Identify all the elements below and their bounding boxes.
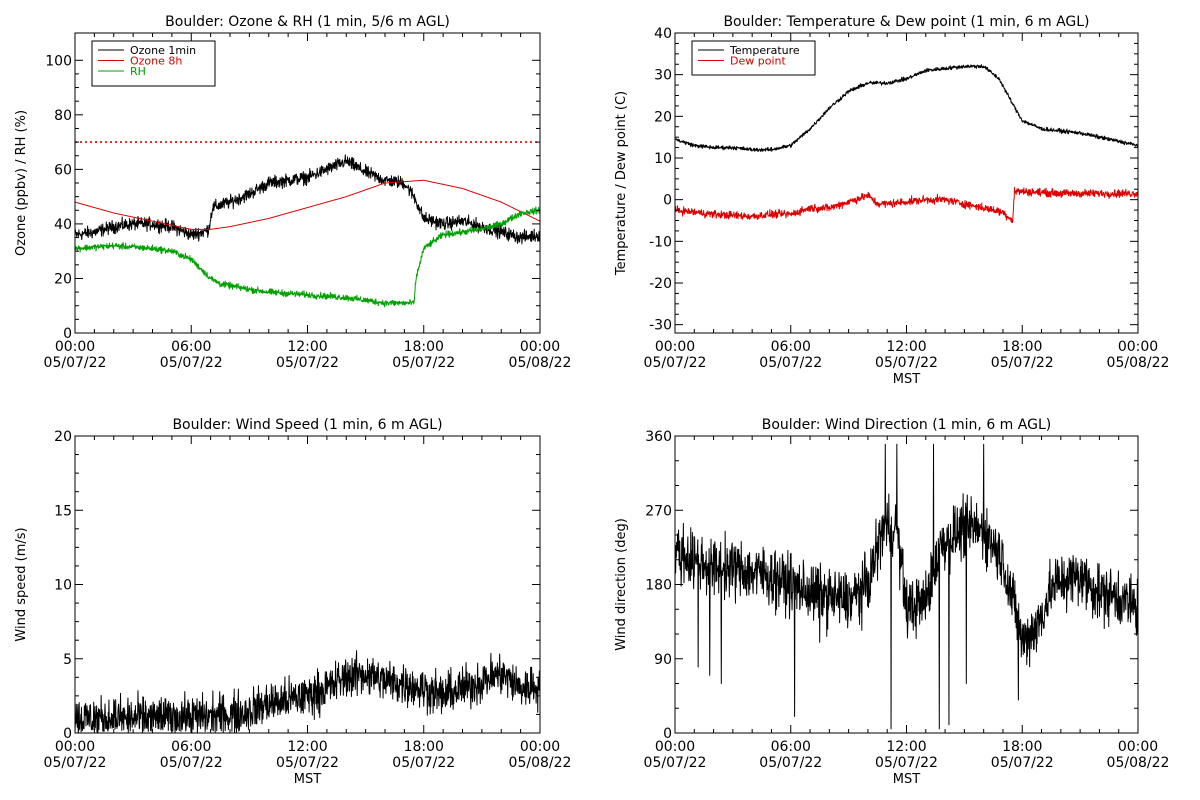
legend-label: Temperature — [729, 44, 800, 57]
series-line-rh — [75, 206, 540, 308]
panel-2: Boulder: Temperature & Dew point (1 min,… — [614, 14, 1169, 387]
y-tick-label: 270 — [645, 503, 672, 519]
series-group — [675, 64, 1138, 224]
x-tick-time: 06:00 — [771, 739, 811, 755]
x-tick-date: 05/07/22 — [644, 355, 707, 371]
panel-3: Boulder: Wind Speed (1 min, 6 m AGL) 0 5 10… — [14, 417, 571, 787]
y-tick-label: 90 — [654, 652, 672, 668]
x-tick-date: 05/07/22 — [44, 355, 107, 371]
y-tick-label: 40 — [54, 217, 72, 233]
x-tick-time: 12:00 — [287, 739, 327, 755]
x-tick-time: 18:00 — [404, 739, 444, 755]
legend-label: RH — [130, 65, 146, 78]
legend-box — [91, 40, 216, 87]
x-tick-time: 00:00 — [55, 339, 95, 355]
x-tick-time: 00:00 — [655, 339, 695, 355]
x-tick-date: 05/07/22 — [276, 755, 339, 771]
series-line-temperature — [675, 64, 1138, 153]
x-tick-time: 06:00 — [171, 339, 211, 355]
x-tick-time: 12:00 — [886, 339, 926, 355]
y-tick-label: 30 — [654, 68, 672, 84]
x-tick-date: 05/08/22 — [509, 355, 572, 371]
x-tick-date: 05/07/22 — [991, 355, 1054, 371]
y-tick-label: 180 — [645, 578, 672, 594]
x-tick-date: 05/08/22 — [1107, 355, 1170, 371]
x-axis-label: MST — [294, 772, 321, 787]
y-axis-label: Wind speed (m/s) — [14, 527, 29, 641]
x-tick-date: 05/07/22 — [644, 755, 707, 771]
series-line-dew-point — [675, 186, 1138, 224]
legend-label: Dew point — [730, 55, 786, 68]
y-axis-label: Ozone (ppbv) / RH (%) — [14, 110, 29, 256]
chart-title: Boulder: Ozone & RH (1 min, 5/6 m AGL) — [165, 14, 450, 30]
x-tick-date: 05/07/22 — [991, 755, 1054, 771]
chart-title: Boulder: Wind Direction (1 min, 6 m AGL) — [762, 417, 1051, 433]
x-tick-date: 05/07/22 — [392, 355, 455, 371]
series-line-ozone-8h — [75, 179, 540, 230]
chart-title: Boulder: Temperature & Dew point (1 min,… — [723, 14, 1089, 30]
y-tick-label: 10 — [654, 151, 672, 167]
x-tick-date: 05/07/22 — [875, 755, 938, 771]
y-tick-label: 20 — [654, 109, 672, 125]
series-line-1 — [75, 650, 540, 733]
series-group — [675, 443, 1138, 730]
y-tick-label: 20 — [54, 271, 72, 287]
y-tick-label: 0 — [663, 193, 672, 209]
x-tick-time: 12:00 — [886, 739, 926, 755]
x-tick-time: 18:00 — [1002, 339, 1042, 355]
x-tick-date: 05/07/22 — [276, 355, 339, 371]
legend-box — [691, 40, 816, 76]
y-tick-label: 40 — [654, 26, 672, 42]
x-tick-time: 00:00 — [55, 739, 95, 755]
x-tick-time: 00:00 — [520, 739, 560, 755]
x-tick-date: 05/07/22 — [392, 755, 455, 771]
y-axis-label: Wind direction (deg) — [614, 518, 629, 651]
y-tick-label: 15 — [54, 503, 72, 519]
x-tick-time: 00:00 — [1118, 739, 1158, 755]
x-tick-time: 12:00 — [287, 339, 327, 355]
y-tick-label: 60 — [54, 162, 72, 178]
y-tick-label: -30 — [649, 318, 672, 334]
y-tick-label: -10 — [649, 234, 672, 250]
x-tick-time: 06:00 — [771, 339, 811, 355]
x-tick-date: 05/08/22 — [509, 755, 572, 771]
y-tick-label: 20 — [54, 429, 72, 445]
y-tick-label: 100 — [45, 53, 72, 69]
y-tick-label: -20 — [649, 276, 672, 292]
series-line-1 — [675, 443, 1138, 730]
y-tick-label: 5 — [63, 652, 72, 668]
x-tick-date: 05/07/22 — [160, 355, 223, 371]
x-axis-label: MST — [893, 772, 920, 787]
y-tick-label: 0 — [63, 326, 72, 342]
x-tick-time: 18:00 — [1002, 739, 1042, 755]
panel-4: Boulder: Wind Direction (1 min, 6 m AGL)… — [614, 417, 1169, 787]
x-axis-label: MST — [893, 372, 920, 387]
y-tick-label: 80 — [54, 108, 72, 124]
y-tick-label: 10 — [54, 578, 72, 594]
y-tick-label: 0 — [663, 726, 672, 742]
x-tick-time: 00:00 — [655, 739, 695, 755]
panel-1: Boulder: Ozone & RH (1 min, 5/6 m AGL) 0 2… — [14, 14, 571, 371]
legend-label: Ozone 8h — [130, 55, 182, 68]
x-tick-date: 05/07/22 — [160, 755, 223, 771]
series-line-ozone-1min — [75, 154, 540, 245]
x-tick-date: 05/07/22 — [759, 755, 822, 771]
series-group — [75, 650, 540, 733]
x-tick-date: 05/07/22 — [875, 355, 938, 371]
y-tick-label: 360 — [645, 429, 672, 445]
x-tick-date: 05/07/22 — [759, 355, 822, 371]
legend-label: Ozone 1min — [130, 44, 196, 57]
series-group — [75, 154, 540, 308]
y-axis-label: Temperature / Dew point (C) — [614, 91, 629, 276]
x-tick-date: 05/08/22 — [1107, 755, 1170, 771]
x-tick-time: 00:00 — [520, 339, 560, 355]
y-tick-label: 0 — [63, 726, 72, 742]
x-tick-date: 05/07/22 — [44, 755, 107, 771]
x-tick-time: 18:00 — [404, 339, 444, 355]
chart-title: Boulder: Wind Speed (1 min, 6 m AGL) — [172, 417, 442, 433]
x-tick-time: 06:00 — [171, 739, 211, 755]
x-tick-time: 00:00 — [1118, 339, 1158, 355]
